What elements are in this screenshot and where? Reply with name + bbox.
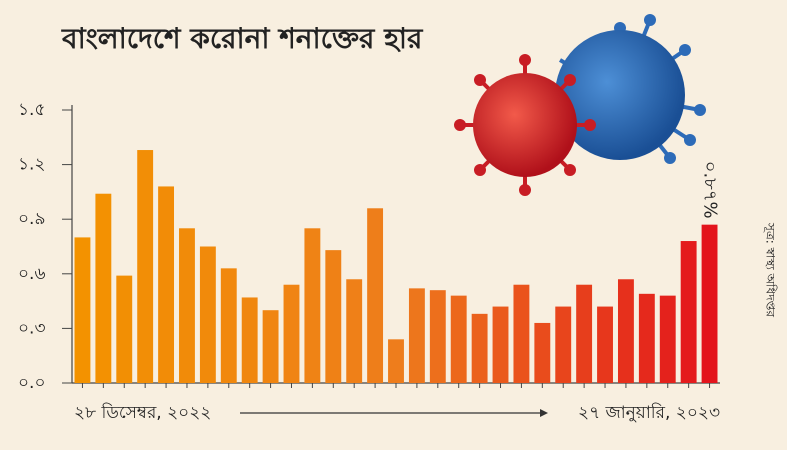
y-tick-label: ০.৯ [18, 209, 46, 229]
virus-red [454, 54, 596, 196]
bar [555, 306, 572, 383]
bar [283, 284, 300, 383]
y-tick-label: ১.২ [18, 155, 46, 175]
bar [241, 297, 258, 383]
source: সূত্র: স্বাস্থ্য অধিদপ্তর [763, 222, 778, 317]
bar [597, 306, 613, 383]
bar [179, 228, 195, 383]
bar [95, 193, 112, 383]
bar [137, 150, 154, 383]
bar [158, 186, 175, 383]
bar [471, 313, 488, 383]
bar [74, 237, 91, 383]
bar [513, 284, 530, 383]
bar [262, 310, 279, 383]
bar [638, 293, 655, 383]
bar [617, 279, 634, 383]
y-tick-label: ০.০ [18, 373, 46, 393]
bar [429, 290, 446, 383]
value-label: ০.৮৭% [700, 161, 721, 219]
x-tick-label: ২৮ ডিসেম্বর, ২০২২ [74, 402, 211, 423]
arrow-head [540, 409, 548, 417]
bar [367, 208, 384, 383]
chart-title: বাংলাদেশে করোনা শনাক্তের হার [61, 22, 424, 55]
y-tick-label: ০.৩ [18, 318, 46, 338]
x-tick-label: ২৭ জানুয়ারি, ২০২৩ [578, 402, 720, 423]
bar [325, 250, 342, 383]
bar [576, 284, 593, 383]
bar [701, 224, 718, 383]
bar [492, 306, 509, 383]
bar [534, 322, 551, 383]
y-tick-label: ১.৫ [18, 100, 45, 120]
bar [408, 288, 425, 383]
bar [659, 295, 676, 383]
bar [304, 228, 321, 383]
virus-blue [555, 14, 706, 164]
bar [450, 295, 467, 383]
bar [116, 275, 133, 383]
bar [199, 246, 216, 383]
bar [220, 268, 237, 383]
bar [388, 339, 404, 383]
y-tick-label: ০.৬ [18, 264, 46, 284]
bar [680, 241, 697, 383]
bar [346, 279, 363, 383]
